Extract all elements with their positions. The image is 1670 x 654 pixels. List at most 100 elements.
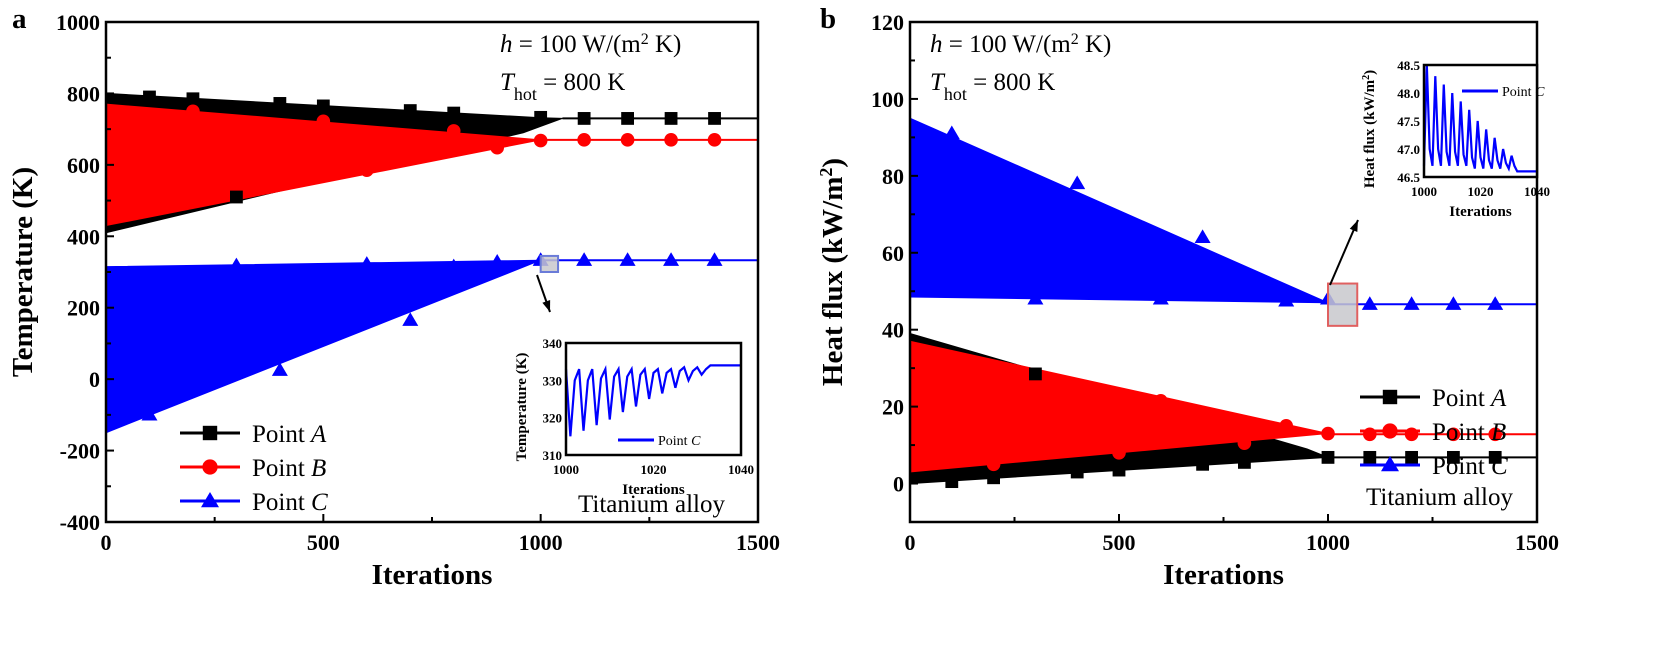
- material-label: Titanium alloy: [1366, 484, 1514, 511]
- data-marker-A: [1363, 450, 1377, 464]
- text-span: C: [1535, 85, 1545, 100]
- y-tick-label: 0: [89, 367, 100, 392]
- inset-y-tick-label: 330: [543, 373, 563, 388]
- legend-marker-B: [1382, 423, 1398, 439]
- text-span: ): [817, 158, 849, 168]
- data-marker-A: [945, 475, 959, 489]
- inset-x-tick-label: 1000: [553, 462, 579, 477]
- data-marker-A: [403, 104, 417, 117]
- data-marker-A: [708, 112, 721, 125]
- text-span: 2: [1071, 31, 1079, 48]
- inset-x-tick-label: 1040: [728, 462, 754, 477]
- legend-marker-B: [202, 459, 218, 475]
- y-axis-label: Heat flux (kW/m2): [816, 158, 849, 386]
- x-tick-label: 0: [905, 530, 916, 555]
- inset-x-tick-label: 1000: [1411, 184, 1437, 199]
- data-marker-B: [446, 124, 461, 138]
- inset-y-tick-label: 340: [543, 336, 563, 351]
- data-marker-A: [1447, 450, 1460, 464]
- text-span: C: [691, 434, 701, 449]
- data-marker-B: [1446, 427, 1461, 442]
- data-marker-C: [1487, 296, 1504, 310]
- data-marker-C: [1361, 296, 1378, 310]
- data-marker-B: [664, 133, 678, 147]
- data-marker-A: [273, 97, 287, 110]
- legend-entry-B: Point B: [1432, 419, 1506, 446]
- arrow-line: [1329, 219, 1359, 286]
- data-marker-B: [620, 133, 635, 147]
- y-tick-label: 120: [871, 10, 904, 35]
- text-span: hot: [944, 84, 967, 104]
- data-marker-C: [663, 252, 680, 266]
- arrow-head-icon: [1349, 220, 1358, 232]
- inset-frame: [1422, 63, 1539, 179]
- material-label: Titanium alloy: [578, 491, 726, 518]
- inset-y-tick-label: 47.5: [1397, 114, 1420, 129]
- inset-y-tick-label: 48.5: [1397, 58, 1420, 73]
- data-marker-A: [230, 190, 243, 204]
- text-span: C: [1491, 453, 1508, 480]
- data-marker-B: [577, 133, 591, 147]
- y-tick-label: 40: [882, 318, 904, 343]
- text-span: h: [500, 31, 513, 58]
- text-span: Heat flux (kW/m: [1362, 79, 1378, 188]
- data-marker-B: [1154, 394, 1168, 408]
- legend-marker-C: [201, 492, 219, 508]
- text-span: = 800 K: [967, 69, 1055, 96]
- text-span: = 800 K: [537, 69, 625, 96]
- chart-panel-b: 0 500 1000 1500 0 20 40 60 80 100 120 Iterations Hea…: [816, 3, 1559, 591]
- data-marker-C: [1445, 296, 1462, 310]
- text-span: K): [1079, 31, 1112, 58]
- data-marker-C: [1278, 292, 1295, 307]
- inset-legend-label: Point C: [1502, 85, 1545, 100]
- inset-frame: [564, 341, 743, 457]
- data-marker-A: [621, 112, 634, 125]
- inset-y-tick-label: 320: [543, 411, 563, 426]
- inset-x-tick-label: 1020: [1468, 184, 1494, 199]
- y-tick-label: 1000: [56, 10, 100, 35]
- data-marker-C: [358, 256, 375, 270]
- data-marker-A: [316, 99, 330, 113]
- x-axis-label: Iterations: [372, 559, 493, 591]
- text-span: 2: [816, 168, 836, 177]
- y-tick-label: 400: [67, 224, 100, 249]
- chart-panel-a: 0 500 1000 1500 -400 -200 0 200 400 600 800 1000 Ite…: [7, 3, 780, 591]
- text-span: Point: [252, 489, 311, 516]
- arrow-head-icon: [542, 300, 551, 312]
- text-span: = 100 W/(m: [513, 31, 642, 58]
- data-marker-B: [1488, 427, 1502, 442]
- data-marker-A: [1405, 450, 1418, 464]
- data-marker-C: [576, 252, 593, 266]
- panel-label: a: [12, 3, 27, 35]
- data-marker-C: [1194, 229, 1211, 243]
- text-span: Point: [252, 455, 311, 482]
- data-marker-A: [1070, 465, 1084, 479]
- data-marker-B: [360, 163, 374, 178]
- y-tick-label: 20: [882, 395, 904, 420]
- data-marker-C: [228, 257, 245, 272]
- data-marker-C: [1027, 290, 1044, 305]
- data-marker-A: [577, 112, 591, 125]
- x-axis-label: Iterations: [1163, 559, 1284, 591]
- annotation-thot: Thot = 800 K: [500, 69, 625, 104]
- text-span: Temperature (K): [514, 353, 530, 462]
- data-marker-C: [141, 406, 158, 421]
- legend-entry-C: Point C: [252, 489, 328, 516]
- data-marker-A: [1029, 367, 1042, 381]
- inset-legend-label: Point C: [658, 434, 701, 449]
- text-span: 2: [641, 31, 649, 48]
- text-span: Point: [1432, 453, 1491, 480]
- legend-marker-A: [1382, 389, 1398, 405]
- inset-y-tick-label: 47.0: [1397, 142, 1420, 157]
- x-tick-label: 500: [307, 530, 340, 555]
- data-marker-B: [490, 140, 505, 155]
- y-tick-label: -400: [60, 510, 100, 535]
- text-span: B: [1491, 419, 1506, 446]
- legend-entry-A: Point A: [1432, 385, 1507, 412]
- data-marker-C: [271, 362, 288, 376]
- text-span: Point: [1502, 85, 1535, 100]
- data-marker-A: [186, 92, 200, 106]
- oscillation-band-C: [105, 259, 541, 434]
- x-tick-label: 1000: [1306, 530, 1350, 555]
